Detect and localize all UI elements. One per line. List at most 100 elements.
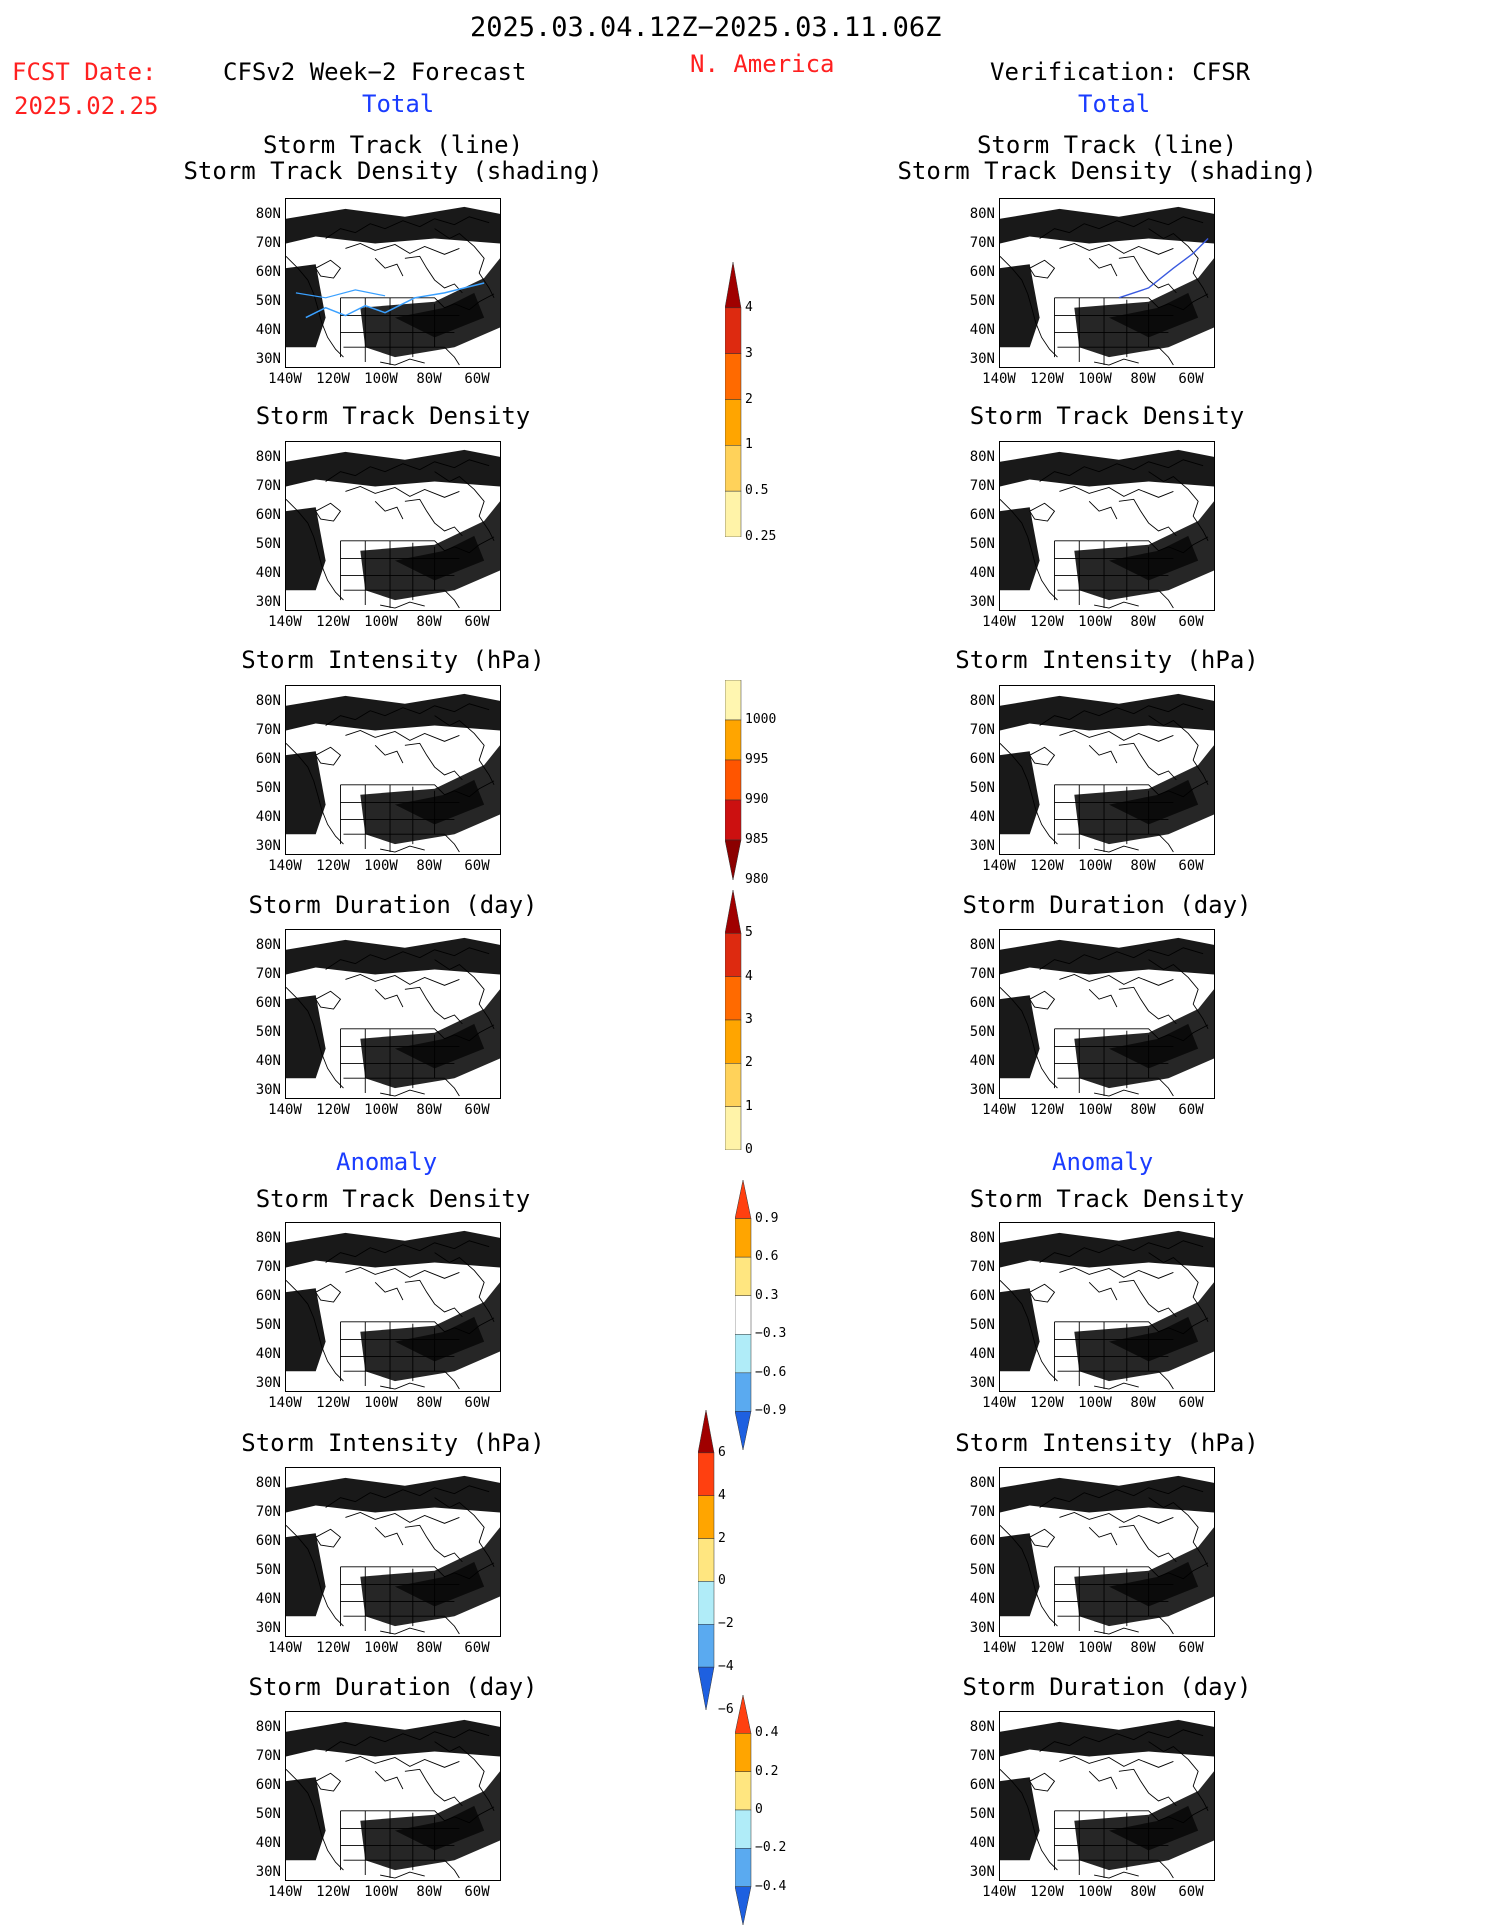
lat-label-40N: 40N [255,565,281,581]
lon-label-60W: 60W [464,1884,490,1900]
lon-label-80W: 80W [416,614,442,630]
lat-label-40N: 40N [969,565,995,581]
lat-label-60N: 60N [969,751,995,767]
adensity-map-left [285,1222,501,1392]
lon-label-120W: 120W [316,858,350,874]
lat-label-80N: 80N [255,1230,281,1246]
lon-label-100W: 100W [364,858,398,874]
lat-label-60N: 60N [969,995,995,1011]
lat-label-30N: 30N [255,1864,281,1880]
lon-label-60W: 60W [1178,1640,1204,1656]
intensity-title-left-0: Storm Intensity (hPa) [241,646,545,674]
lat-label-30N: 30N [969,1375,995,1391]
lon-label-100W: 100W [364,1395,398,1411]
lon-label-100W: 100W [364,1102,398,1118]
lat-label-70N: 70N [969,478,995,494]
lat-label-70N: 70N [969,1748,995,1764]
colorbar-intensity_anom-label-2: 2 [718,1530,726,1546]
lat-label-30N: 30N [969,1082,995,1098]
lat-label-40N: 40N [255,1346,281,1362]
density-title-left-0: Storm Track Density [255,402,531,430]
lon-label-80W: 80W [416,1640,442,1656]
lat-label-30N: 30N [255,1375,281,1391]
lat-label-70N: 70N [969,722,995,738]
lon-label-60W: 60W [464,858,490,874]
lat-label-30N: 30N [255,1082,281,1098]
lat-label-80N: 80N [969,1719,995,1735]
lat-label-50N: 50N [969,536,995,552]
total-label-left: Total [362,90,435,118]
colorbar-density_total-label-2: 2 [745,391,753,407]
anomaly-label-right: Anomaly [1052,1148,1154,1176]
anomaly-label-left: Anomaly [336,1148,438,1176]
colorbar-density_anom-label-1: 0.6 [755,1249,779,1265]
lat-label-70N: 70N [969,1259,995,1275]
colorbar-density_total-label-4: 0.5 [745,483,769,499]
lon-label-100W: 100W [1078,371,1112,387]
aduration-title-right-0: Storm Duration (day) [962,1673,1252,1701]
fcst-date-label: FCST Date: [12,58,157,86]
lat-label-40N: 40N [255,1835,281,1851]
lat-label-30N: 30N [255,1620,281,1636]
lon-label-80W: 80W [1130,1640,1156,1656]
lon-label-80W: 80W [1130,614,1156,630]
lat-label-80N: 80N [255,1719,281,1735]
lon-label-80W: 80W [1130,371,1156,387]
track-map-left [285,198,501,368]
intensity-map-right [999,685,1215,855]
lat-label-60N: 60N [255,995,281,1011]
lon-label-140W: 140W [268,1640,302,1656]
lon-label-120W: 120W [316,1102,350,1118]
lat-label-40N: 40N [969,1591,995,1607]
lat-label-50N: 50N [255,1806,281,1822]
colorbar-duration_total-label-2: 3 [745,1012,753,1027]
lat-label-70N: 70N [255,722,281,738]
lon-label-80W: 80W [416,1884,442,1900]
duration-map-left [285,929,501,1099]
colorbar-density_total-label-3: 1 [745,437,753,453]
track-title-right-0: Storm Track (line) [976,131,1238,159]
lat-label-70N: 70N [969,235,995,251]
colorbar-intensity_anom-label-4: −2 [718,1616,734,1632]
lat-label-50N: 50N [255,1317,281,1333]
aintensity-title-left-0: Storm Intensity (hPa) [241,1429,545,1457]
lat-label-70N: 70N [969,966,995,982]
lon-label-80W: 80W [1130,1884,1156,1900]
lat-label-60N: 60N [255,264,281,280]
lat-label-60N: 60N [969,507,995,523]
lat-label-60N: 60N [969,1533,995,1549]
lat-label-80N: 80N [255,1475,281,1491]
lon-label-140W: 140W [268,858,302,874]
lon-label-60W: 60W [464,614,490,630]
colorbar-duration_anom-label-4: −0.4 [755,1878,787,1894]
lon-label-140W: 140W [268,1884,302,1900]
region-label: N. America [690,50,835,78]
lat-label-30N: 30N [255,838,281,854]
colorbar-intensity_total-label-4: 980 [745,872,769,887]
colorbar-duration_anom-label-2: 0 [755,1802,763,1817]
colorbar-intensity_anom-label-3: 0 [718,1573,726,1589]
verification-title: Verification: CFSR [990,58,1251,86]
intensity-map-left [285,685,501,855]
lon-label-120W: 120W [1030,1884,1064,1900]
adensity-map-right [999,1222,1215,1392]
lat-label-70N: 70N [255,1259,281,1275]
lon-label-140W: 140W [982,858,1016,874]
lon-label-60W: 60W [1178,614,1204,630]
lat-label-60N: 60N [969,264,995,280]
colorbar-density_total: 4 3 2 1 0.5 0.25 [725,262,811,544]
lat-label-30N: 30N [969,1864,995,1880]
lat-label-30N: 30N [255,351,281,367]
colorbar-intensity_total: 1000 995 990 985 980 [725,680,811,887]
lon-label-80W: 80W [416,1102,442,1118]
lon-label-80W: 80W [416,1395,442,1411]
lon-label-140W: 140W [982,614,1016,630]
colorbar-intensity_anom-label-0: 6 [718,1444,726,1460]
date-range-title: 2025.03.04.12Z−2025.03.11.06Z [470,12,942,43]
colorbar-duration_total-label-1: 4 [745,968,753,984]
lon-label-60W: 60W [1178,1395,1204,1411]
lat-label-30N: 30N [969,838,995,854]
lon-label-140W: 140W [982,1395,1016,1411]
lon-label-80W: 80W [416,371,442,387]
colorbar-intensity_total-label-1: 995 [745,752,769,767]
